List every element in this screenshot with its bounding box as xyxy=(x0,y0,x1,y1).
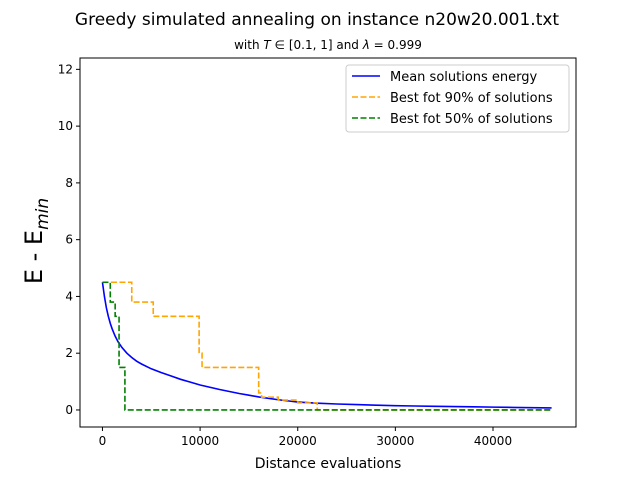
x-tick-label: 40000 xyxy=(474,434,512,448)
y-tick-label: 10 xyxy=(58,119,73,133)
y-axis-label: E - Emin xyxy=(20,198,53,284)
y-tick-label: 2 xyxy=(65,346,73,360)
subtitle-var: T xyxy=(263,38,272,52)
legend-label-best-90: Best fot 90% of solutions xyxy=(390,91,553,106)
subtitle-mid: ∈ [0.1, 1] and xyxy=(271,38,363,52)
legend-label-best-50: Best fot 50% of solutions xyxy=(390,112,553,127)
subtitle-lambda: λ xyxy=(362,38,370,52)
x-tick-label: 0 xyxy=(99,434,107,448)
subtitle-suffix: = 0.999 xyxy=(370,38,422,52)
chart-subtitle: with T ∈ [0.1, 1] and λ = 0.999 xyxy=(234,38,422,52)
y-tick-label: 0 xyxy=(65,403,73,417)
y-axis-label-sub: min xyxy=(33,198,53,230)
y-tick-label: 6 xyxy=(65,233,73,247)
x-tick-label: 20000 xyxy=(279,434,317,448)
y-axis-label-base: E - E xyxy=(20,230,48,284)
x-tick-label: 10000 xyxy=(181,434,219,448)
axis-ticks: 0 10000 20000 30000 40000 0 2 4 6 8 10 12 xyxy=(58,62,512,448)
legend: Mean solutions energy Best fot 90% of so… xyxy=(345,64,570,133)
y-tick-label: 12 xyxy=(58,62,73,76)
legend-box xyxy=(345,64,570,133)
series-line-mean xyxy=(101,282,552,409)
y-tick-label: 8 xyxy=(65,176,73,190)
plot-lines xyxy=(101,281,552,411)
series-line-best-90 xyxy=(102,281,552,411)
plot-frame xyxy=(79,57,577,428)
x-tick-label: 30000 xyxy=(376,434,414,448)
subtitle-prefix: with xyxy=(234,38,263,52)
x-axis-label: Distance evaluations xyxy=(255,456,402,472)
y-tick-label: 4 xyxy=(65,289,73,303)
series-line-best-50 xyxy=(102,281,552,411)
chart-title: Greedy simulated annealing on instance n… xyxy=(75,10,560,30)
legend-label-mean: Mean solutions energy xyxy=(390,70,538,85)
